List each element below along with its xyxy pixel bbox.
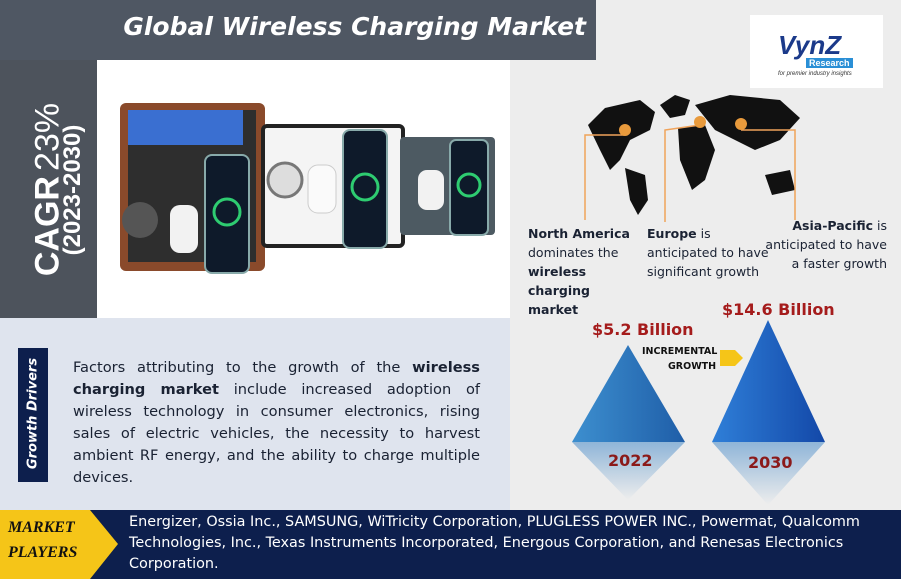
text-segment: wireless charging market: [73, 359, 480, 398]
region-text: North America dominates the wireless cha…: [528, 224, 643, 319]
map-pins: [619, 116, 747, 136]
players-band: [0, 510, 901, 579]
text-segment: dominates the: [528, 245, 619, 260]
end-year: 2030: [748, 453, 793, 472]
growth-arrow: [720, 350, 743, 366]
text-segment: Factors attributing to the growth of the: [73, 359, 413, 376]
logo-sub: Research: [806, 58, 853, 68]
world-map: [588, 95, 800, 215]
region-text: Asia-Pacific is anticipated to have a fa…: [762, 216, 887, 273]
players-text: Energizer, Ossia Inc., SAMSUNG, WiTricit…: [129, 514, 860, 572]
drivers-panel: [0, 318, 510, 510]
players-title: PLAYERS: [8, 544, 78, 561]
text-segment: wireless charging market: [528, 264, 590, 317]
triangle-2022: [572, 345, 685, 442]
players-arrow: [0, 510, 118, 579]
drivers-text: Factors attributing to the growth of the…: [73, 357, 480, 489]
region-pointers: [584, 124, 796, 222]
triangle-2022-reflection: [572, 442, 685, 500]
growth-label: INCREMENTAL: [642, 346, 718, 357]
triangle-2030: [712, 320, 825, 442]
logo-tagline: for premier industry insights: [778, 71, 852, 77]
text-segment: is anticipated to have a faster growth: [765, 218, 887, 271]
cagr-box: [0, 60, 97, 318]
text-segment: include increased adoption of wireless t…: [73, 381, 481, 486]
end-value: $14.6 Billion: [722, 300, 835, 319]
logo-box: [750, 15, 883, 88]
text-segment: is anticipated to have significant growt…: [647, 226, 769, 279]
triangle-2030-reflection: [712, 442, 825, 505]
logo-name: VynZ: [778, 30, 842, 60]
product-image: [120, 103, 495, 274]
start-value: $5.2 Billion: [592, 320, 694, 339]
players-title: MARKET: [8, 519, 75, 536]
title-banner: [0, 0, 596, 60]
region-text: Europe is anticipated to have significan…: [647, 224, 772, 281]
drivers-label-box: [18, 348, 48, 482]
drivers-title: Growth Drivers: [25, 357, 41, 470]
start-year: 2022: [608, 451, 653, 470]
growth-label: GROWTH: [668, 361, 717, 372]
text-segment: North America: [528, 226, 630, 241]
title: Global Wireless Charging Market: [123, 12, 586, 41]
text-segment: Asia-Pacific: [792, 218, 874, 233]
text-segment: Europe: [647, 226, 697, 241]
